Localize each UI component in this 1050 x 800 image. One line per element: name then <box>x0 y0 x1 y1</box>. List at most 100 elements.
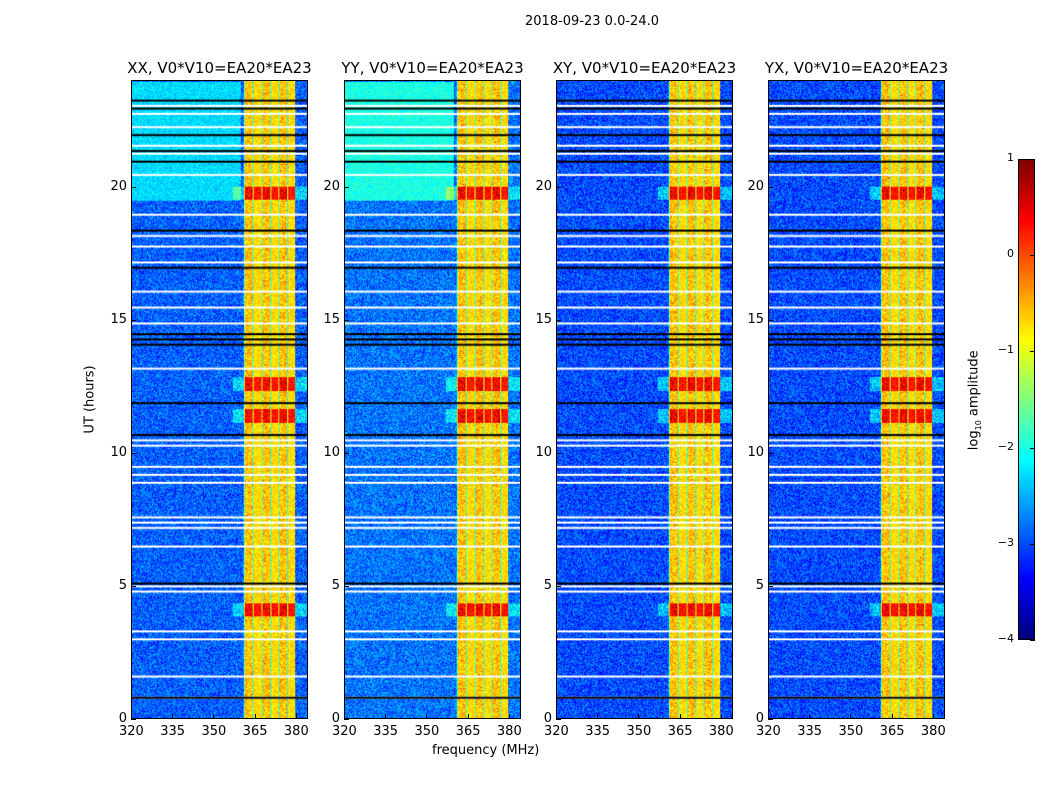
x-tick-label: 335 <box>373 724 399 739</box>
x-tick <box>385 714 387 719</box>
x-tick <box>426 714 428 719</box>
x-tick-label: 365 <box>879 724 905 739</box>
colorbar-label-main: log <box>966 430 982 451</box>
colorbar-tick <box>1030 447 1035 449</box>
spectrogram-panel <box>344 80 521 719</box>
x-tick-label: 365 <box>455 724 481 739</box>
y-tick-label: 0 <box>331 711 340 726</box>
x-tick-label: 380 <box>920 724 946 739</box>
x-tick <box>638 714 640 719</box>
y-tick-label: 0 <box>543 711 552 726</box>
x-tick <box>467 714 469 719</box>
x-tick-label: 380 <box>708 724 734 739</box>
y-tick-label: 15 <box>747 311 764 327</box>
y-tick-label: 10 <box>323 444 340 460</box>
x-tick <box>932 714 934 719</box>
y-tick <box>344 319 349 321</box>
y-tick-label: 5 <box>118 577 127 593</box>
y-tick <box>768 452 773 454</box>
y-tick <box>131 452 136 454</box>
y-tick <box>344 585 349 587</box>
colorbar-label-sub: 10 <box>974 420 984 431</box>
x-tick <box>172 714 174 719</box>
y-tick <box>556 452 561 454</box>
y-tick-label: 10 <box>110 444 127 460</box>
x-tick <box>720 714 722 719</box>
x-tick <box>809 714 811 719</box>
y-tick-label: 10 <box>747 444 764 460</box>
x-tick <box>850 714 852 719</box>
x-tick <box>131 714 132 719</box>
colorbar-label-rest: amplitude <box>966 350 982 421</box>
suptitle: 2018-09-23 0.0-24.0 <box>525 14 659 29</box>
x-tick-label: 365 <box>242 724 268 739</box>
y-tick <box>131 719 136 720</box>
x-tick-label: 320 <box>119 724 144 739</box>
y-tick-label: 5 <box>331 577 340 593</box>
x-tick-label: 380 <box>283 724 309 739</box>
y-tick <box>556 719 561 720</box>
x-tick <box>254 714 256 719</box>
y-axis-label: UT (hours) <box>82 365 98 434</box>
x-tick <box>508 714 510 719</box>
x-tick-label: 365 <box>667 724 693 739</box>
x-tick <box>597 714 599 719</box>
y-tick <box>768 319 773 321</box>
colorbar-tick <box>1030 159 1035 160</box>
colorbar-tick-label: −2 <box>997 439 1014 453</box>
x-tick-label: 320 <box>756 724 781 739</box>
panel-title: YX, V0*V10=EA20*EA23 <box>764 59 949 77</box>
colorbar <box>1018 159 1035 640</box>
y-tick-label: 0 <box>118 711 127 726</box>
x-tick-label: 350 <box>626 724 652 739</box>
colorbar-tick-label: −1 <box>997 343 1014 357</box>
colorbar-tick-label: 1 <box>1007 151 1014 164</box>
x-tick <box>213 714 215 719</box>
x-tick-label: 335 <box>797 724 823 739</box>
x-tick-label: 335 <box>160 724 186 739</box>
colorbar-tick-label: 0 <box>1007 247 1014 261</box>
x-tick <box>556 714 557 719</box>
colorbar-tick <box>1030 543 1035 545</box>
y-tick <box>556 186 561 188</box>
spectrogram-panel <box>768 80 945 719</box>
x-tick-label: 350 <box>414 724 440 739</box>
y-tick <box>344 186 349 188</box>
y-tick <box>556 585 561 587</box>
y-tick <box>131 186 136 188</box>
y-tick <box>344 719 349 720</box>
x-tick-label: 350 <box>201 724 227 739</box>
colorbar-tick <box>1030 255 1035 257</box>
x-tick-label: 320 <box>544 724 569 739</box>
y-tick-label: 0 <box>755 711 764 726</box>
colorbar-tick <box>1030 640 1035 641</box>
x-tick-label: 380 <box>496 724 522 739</box>
colorbar-label: log10 amplitude <box>967 350 984 450</box>
y-tick-label: 5 <box>755 577 764 593</box>
spectrogram-panel <box>131 80 308 719</box>
colorbar-tick <box>1030 351 1035 353</box>
x-tick <box>891 714 893 719</box>
panel-title: XY, V0*V10=EA20*EA23 <box>552 59 737 77</box>
y-tick <box>131 319 136 321</box>
x-tick <box>679 714 681 719</box>
y-tick-label: 15 <box>323 311 340 327</box>
y-tick <box>768 186 773 188</box>
y-tick-label: 10 <box>535 444 552 460</box>
x-tick <box>295 714 297 719</box>
y-tick-label: 20 <box>747 178 764 194</box>
y-tick <box>344 452 349 454</box>
y-tick-label: 20 <box>535 178 552 194</box>
colorbar-tick-label: −3 <box>997 535 1014 549</box>
y-tick-label: 15 <box>110 311 127 327</box>
x-tick-label: 320 <box>332 724 357 739</box>
spectrogram-panel <box>556 80 733 719</box>
panel-title: YY, V0*V10=EA20*EA23 <box>341 59 524 77</box>
x-tick-label: 350 <box>838 724 864 739</box>
y-tick <box>131 585 136 587</box>
y-tick-label: 20 <box>323 178 340 194</box>
y-tick-label: 20 <box>110 178 127 194</box>
colorbar-tick-label: −4 <box>997 632 1014 645</box>
y-tick <box>556 319 561 321</box>
